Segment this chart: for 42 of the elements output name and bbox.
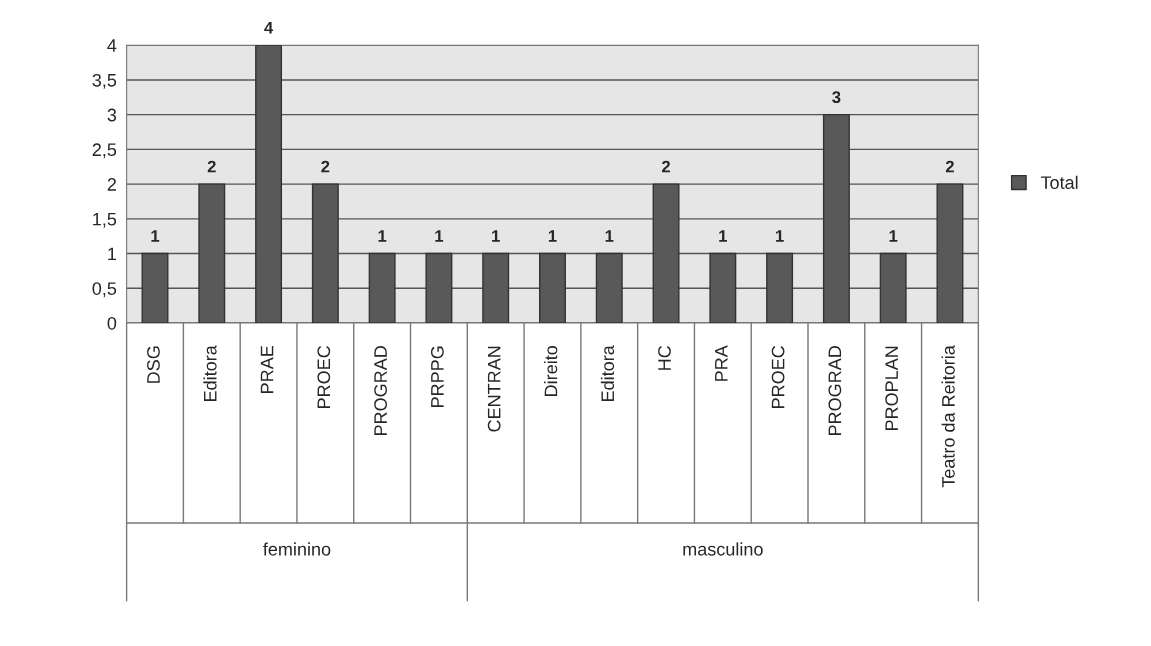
x-tick-label: Editora (600, 345, 615, 401)
data-label: 3 (832, 91, 841, 104)
x-tick-label: PROGRAD (374, 346, 387, 436)
data-label: 1 (889, 230, 898, 242)
x-tick-label: Direito (544, 345, 558, 396)
data-label: 1 (776, 230, 784, 242)
x-tick-label: PROPLAN (885, 346, 899, 431)
x-tick-label: PROGRAD (828, 346, 842, 436)
data-label: 2 (321, 160, 330, 173)
data-label: 1 (151, 230, 160, 242)
x-tick-label: Editora (203, 345, 217, 401)
data-label: 2 (945, 160, 954, 173)
data-label: 2 (661, 160, 671, 173)
text: feminino (263, 542, 331, 556)
y-tick-label: 2,5 (92, 143, 117, 159)
data-label: 1 (435, 230, 444, 242)
x-tick-label: HC (658, 345, 671, 370)
legend-label: Total (1040, 175, 1078, 189)
x-tick-label: DSG (147, 346, 160, 383)
x-tick-label: PRAE (260, 346, 274, 393)
y-tick-label: 0,5 (92, 282, 117, 298)
y-tick-label: 2 (107, 178, 116, 191)
x-tick-label: PRA (715, 345, 728, 381)
x-tick-label: PROEC (317, 345, 331, 408)
y-tick-label: 4 (107, 39, 117, 52)
data-label: 1 (719, 230, 727, 242)
y-tick-label: 3,5 (92, 73, 117, 89)
x-tick-label: CENTRAN (487, 346, 501, 432)
x-tick-label: PROEC (771, 345, 785, 408)
y-tick-label: 1,5 (93, 212, 117, 228)
text: masculino (683, 542, 763, 556)
x-tick-label: PRPPG (430, 346, 444, 407)
data-label: 1 (605, 230, 614, 242)
data-label: 2 (207, 160, 216, 173)
data-label: 1 (378, 230, 387, 242)
data-label: 4 (264, 21, 274, 34)
data-label: 1 (492, 230, 500, 242)
x-tick-label: Teatro da Reitoria (941, 345, 955, 488)
y-tick-label: 3 (107, 108, 117, 122)
data-label: 1 (548, 230, 557, 242)
y-tick-label: 0 (107, 316, 117, 330)
y-tick-label: 1 (108, 247, 117, 261)
